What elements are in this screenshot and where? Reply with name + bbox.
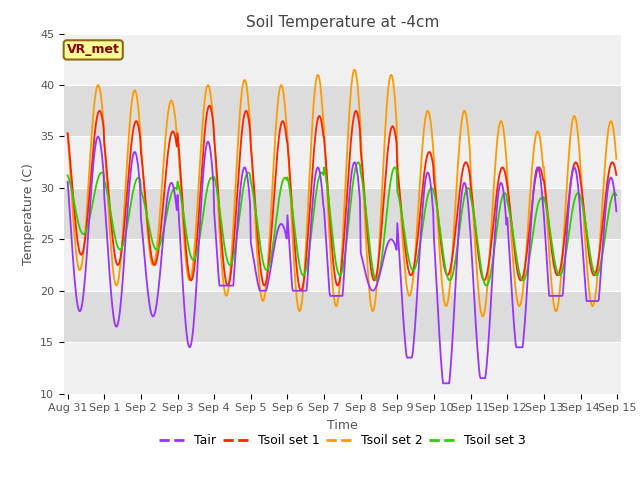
Bar	[64, 342, 621, 394]
Bar	[64, 136, 621, 188]
Text: VR_met: VR_met	[67, 43, 120, 56]
Y-axis label: Temperature (C): Temperature (C)	[22, 163, 35, 264]
X-axis label: Time: Time	[327, 419, 358, 432]
Bar	[64, 291, 621, 342]
Bar	[64, 34, 621, 85]
Legend: Tair, Tsoil set 1, Tsoil set 2, Tsoil set 3: Tair, Tsoil set 1, Tsoil set 2, Tsoil se…	[154, 429, 531, 452]
Bar	[64, 85, 621, 136]
Bar	[64, 188, 621, 240]
Title: Soil Temperature at -4cm: Soil Temperature at -4cm	[246, 15, 439, 30]
Bar	[64, 240, 621, 291]
